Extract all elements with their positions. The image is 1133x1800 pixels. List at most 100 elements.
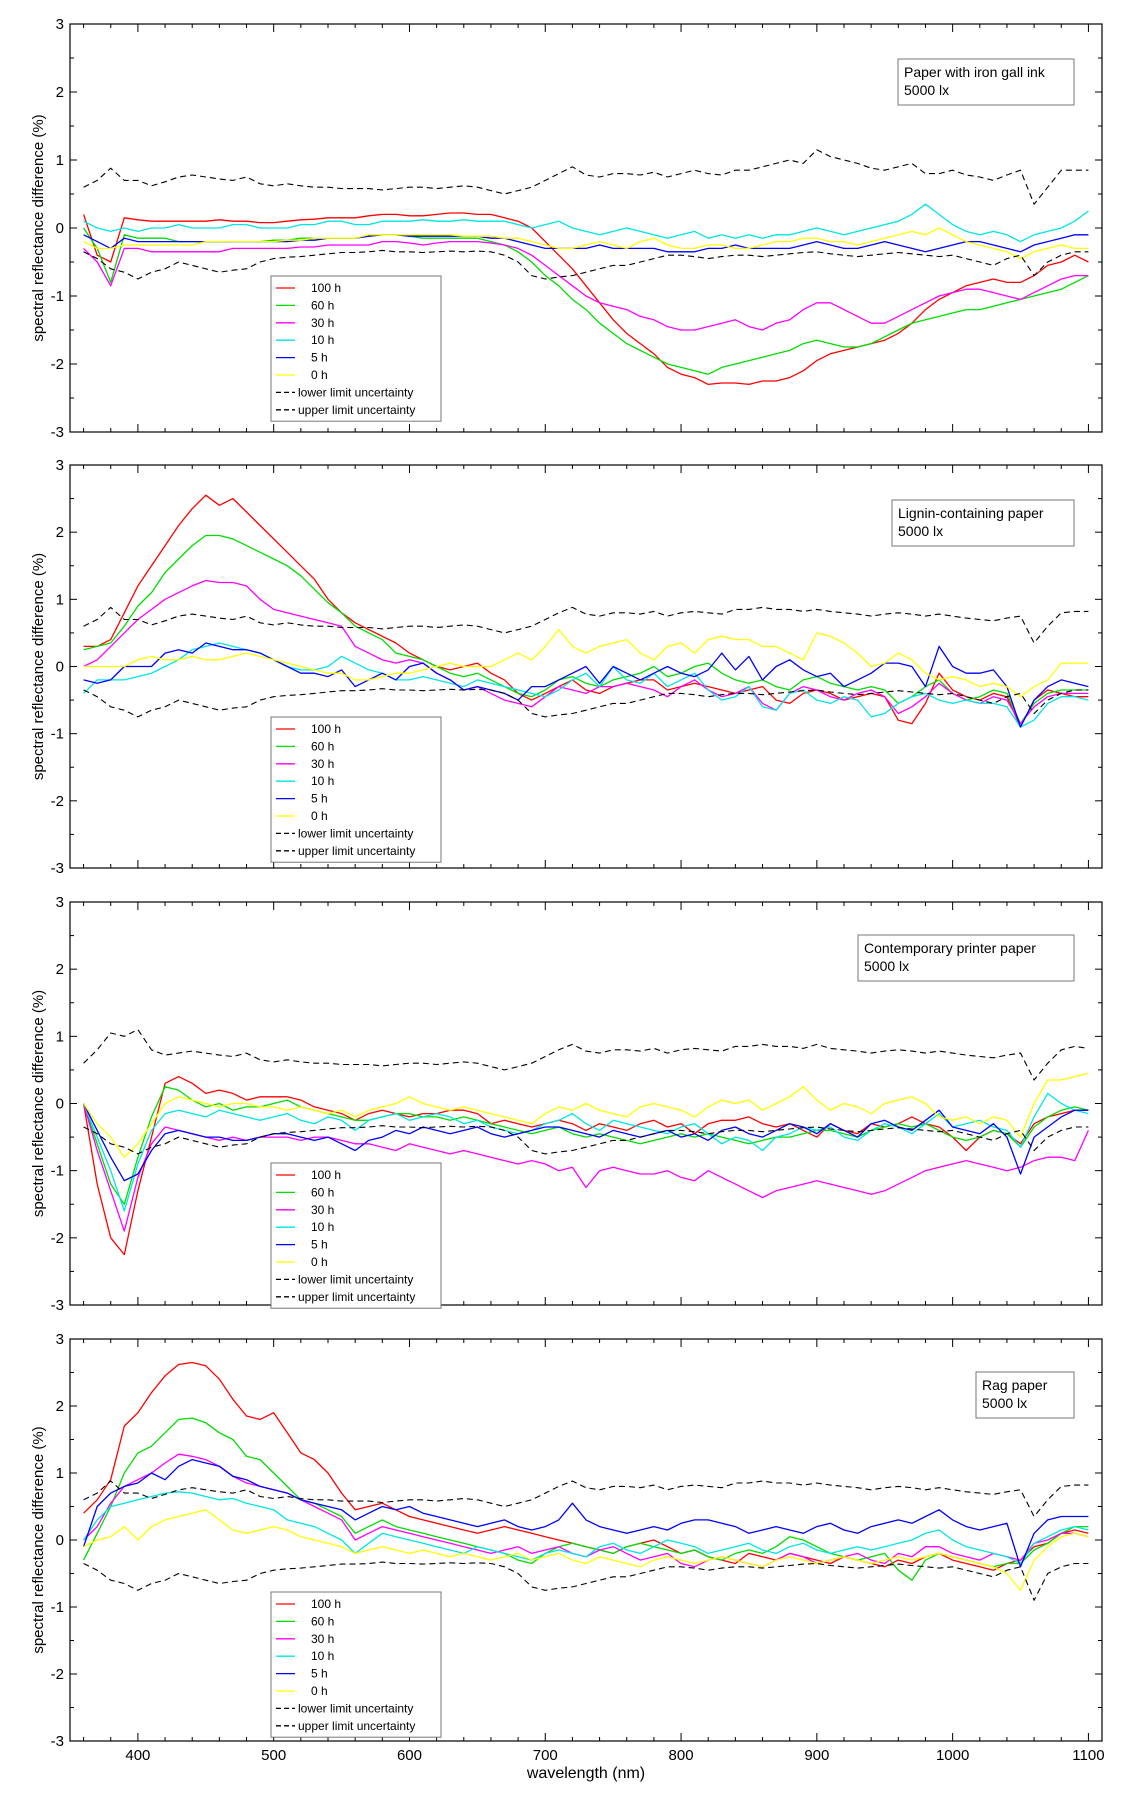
x-tick-label: 500 [261,1747,286,1764]
y-tick-label: -3 [51,424,64,441]
series-line-10-h [82,1092,1089,1212]
series-group [82,1029,1089,1256]
legend-label: 100 h [311,1168,341,1182]
series-line-0-h [83,227,1089,260]
y-axis-label: spectral reflectance difference (%) [30,114,47,341]
legend-label: upper limit uncertainty [298,844,415,858]
chart-panel-2: -3 -2 -1 0 1 2 3 spectral reflectance differenc… [30,457,1103,877]
annotation-box [891,499,1075,547]
series-line-upper-limit-uncertainty [83,1029,1089,1081]
legend-label: 10 h [311,774,334,788]
y-tick-label: 3 [56,1331,64,1348]
series-line-0-h [83,1072,1089,1158]
legend-label: 100 h [311,722,341,736]
annotation-line: 5000 lx [982,1395,1027,1411]
y-tick-label: -2 [51,1230,64,1247]
y-tick-label: 3 [56,894,64,911]
series-line-lower-limit-uncertainty [83,1125,1089,1155]
series-line-upper-limit-uncertainty [83,606,1089,644]
series-line-10-h [83,203,1089,243]
legend-label: 5 h [311,1238,328,1252]
y-tick-label: -2 [51,1666,64,1683]
legend-label: 10 h [311,1220,334,1234]
chart-panel-3: -3 -2 -1 0 1 2 3 spectral reflectance differenc… [30,894,1103,1314]
series-line-10-h [83,1491,1089,1565]
y-tick-label: 1 [56,152,64,169]
series-line-0-h [83,1509,1089,1591]
annotation-line: 5000 lx [864,958,909,974]
y-tick-label: -2 [51,793,64,810]
legend-label: 5 h [311,792,328,806]
series-line-lower-limit-uncertainty [83,688,1089,718]
x-axis-label: wavelength (nm) [526,1765,645,1782]
series-line-100-h [83,1361,1089,1571]
legend-label: 0 h [311,1255,328,1269]
y-tick-label: 1 [56,1465,64,1482]
legend-label: 30 h [311,757,334,771]
legend-label: 10 h [311,333,334,347]
legend-label: lower limit uncertainty [298,385,413,399]
series-line-30-h [83,579,1089,725]
x-tick-label: 900 [804,1747,829,1764]
series-line-5-h [82,1458,1089,1568]
y-axis-label: spectral reflectance difference (%) [30,1426,47,1653]
legend-label: lower limit uncertainty [298,1272,413,1286]
legend-label: 5 h [311,1667,328,1681]
series-line-lower-limit-uncertainty [83,1561,1089,1601]
y-axis-label: spectral reflectance difference (%) [30,553,47,780]
y-tick-label: 2 [56,1398,64,1415]
legend-label: 0 h [311,809,328,823]
y-tick-label: -1 [51,288,64,305]
y-tick-label: -3 [51,860,64,877]
series-group [82,1361,1089,1601]
annotation-line: Rag paper [982,1377,1048,1393]
series-line-30-h [82,1103,1089,1232]
chart-panel-1: -3 -2 -1 0 1 2 3 spectral reflectance differenc… [30,16,1103,441]
series-line-upper-limit-uncertainty [83,149,1089,205]
y-tick-label: -2 [51,356,64,373]
legend-label: 30 h [311,316,334,330]
plot-frame [69,1338,1103,1742]
legend-label: lower limit uncertainty [298,826,413,840]
legend-label: 30 h [311,1632,334,1646]
series-line-100-h [82,212,1089,386]
x-tick-label: 600 [397,1747,422,1764]
legend-label: lower limit uncertainty [298,1701,413,1715]
annotation-line: Paper with iron gall ink [904,64,1046,80]
y-tick-label: 1 [56,1028,64,1045]
legend-label: upper limit uncertainty [298,1719,415,1733]
legend-label: upper limit uncertainty [298,1290,415,1304]
y-tick-label: -1 [51,1599,64,1616]
series-line-0-h [83,628,1089,698]
x-tick-label: 700 [533,1747,558,1764]
x-tick-label: 800 [669,1747,694,1764]
annotation-line: Contemporary printer paper [864,940,1036,956]
legend-label: 60 h [311,298,334,312]
legend-label: 30 h [311,1203,334,1217]
series-line-upper-limit-uncertainty [83,1480,1089,1518]
y-tick-label: 0 [56,659,64,676]
series-line-60-h [83,534,1089,725]
legend-label: 60 h [311,739,334,753]
annotation-line: 5000 lx [904,82,949,98]
y-tick-label: 3 [56,457,64,474]
y-tick-label: -3 [51,1297,64,1314]
x-tick-label: 1100 [1072,1747,1104,1764]
legend-label: 0 h [311,1684,328,1698]
y-tick-label: 2 [56,524,64,541]
y-tick-label: 2 [56,961,64,978]
y-tick-label: -3 [51,1733,64,1750]
annotation-box [975,1371,1075,1419]
legend-label: 0 h [311,368,328,382]
legend-label: 10 h [311,1649,334,1663]
legend-label: 100 h [311,281,341,295]
y-tick-label: 0 [56,1096,64,1113]
legend-label: 100 h [311,1597,341,1611]
series-line-5-h [83,1103,1089,1182]
x-tick-label: 1000 [936,1747,969,1764]
annotation-line: Lignin-containing paper [898,505,1044,521]
legend-label: 60 h [311,1185,334,1199]
legend-box [270,275,442,422]
series-line-5-h [83,642,1089,728]
annotation-line: 5000 lx [898,523,943,539]
